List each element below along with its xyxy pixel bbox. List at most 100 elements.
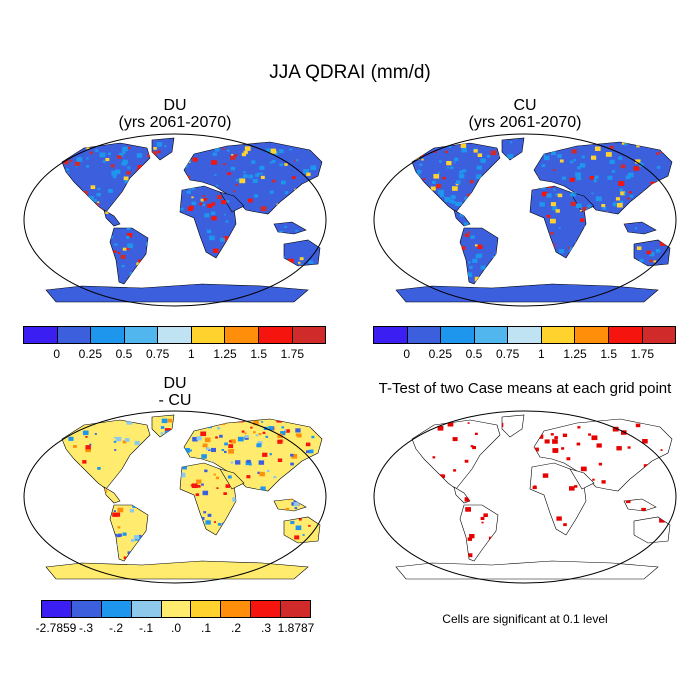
grid-cell bbox=[204, 213, 210, 218]
grid-cell bbox=[533, 485, 537, 488]
grid-cell bbox=[122, 532, 127, 536]
grid-cell bbox=[470, 445, 474, 448]
grid-cell bbox=[305, 442, 311, 447]
grid-cell bbox=[561, 447, 565, 450]
panel-cu-name: CU bbox=[513, 97, 537, 114]
grid-cell bbox=[182, 465, 187, 470]
grid-cell bbox=[569, 486, 575, 491]
grid-cell bbox=[466, 272, 473, 278]
grid-cell bbox=[65, 168, 69, 171]
grid-cell bbox=[293, 502, 299, 507]
continent-arabia bbox=[569, 468, 595, 490]
grid-cell bbox=[136, 168, 139, 171]
grid-cell bbox=[266, 469, 270, 472]
colorbar-diff-swatch bbox=[221, 601, 252, 617]
grid-cell bbox=[596, 443, 602, 448]
grid-cell bbox=[253, 420, 259, 426]
colorbar-du-tick-label: 0.5 bbox=[115, 347, 133, 361]
grid-cell bbox=[113, 510, 116, 512]
continent-africa bbox=[529, 462, 587, 536]
grid-cell bbox=[230, 439, 236, 444]
grid-cell bbox=[593, 179, 597, 183]
grid-cell bbox=[122, 440, 127, 444]
grid-cell bbox=[277, 433, 283, 439]
grid-cell bbox=[579, 163, 586, 168]
grid-cell bbox=[241, 430, 245, 433]
grid-cell bbox=[477, 153, 483, 157]
panel-du-title: DU (yrs 2061-2070) bbox=[25, 97, 325, 131]
grid-cell bbox=[265, 435, 269, 438]
grid-cell bbox=[449, 199, 455, 204]
grid-cell bbox=[76, 157, 83, 162]
grid-cell bbox=[649, 252, 655, 257]
grid-cell bbox=[656, 166, 661, 169]
grid-cell bbox=[562, 433, 568, 437]
grid-cell bbox=[126, 171, 131, 175]
grid-cell bbox=[117, 533, 122, 537]
grid-cell bbox=[115, 436, 122, 442]
grid-cell bbox=[396, 269, 400, 273]
grid-cell bbox=[655, 249, 661, 253]
grid-cell bbox=[453, 469, 457, 472]
grid-cell bbox=[467, 231, 470, 233]
continent-antarctica bbox=[45, 560, 309, 580]
grid-cell bbox=[609, 159, 615, 164]
grid-cell bbox=[46, 436, 48, 441]
grid-cell bbox=[196, 479, 202, 484]
map-diff bbox=[23, 410, 327, 584]
grid-cell bbox=[481, 521, 484, 524]
grid-cell bbox=[490, 150, 497, 156]
grid-cell bbox=[582, 207, 589, 212]
grid-cell bbox=[112, 512, 118, 517]
grid-cell bbox=[69, 159, 73, 162]
grid-cell bbox=[246, 459, 251, 463]
grid-cell bbox=[77, 142, 81, 145]
grid-cell bbox=[251, 160, 256, 164]
grid-cell bbox=[553, 169, 556, 171]
grid-cell bbox=[461, 147, 467, 153]
grid-cell bbox=[124, 179, 130, 184]
grid-cell bbox=[235, 179, 239, 182]
grid-cell bbox=[224, 450, 227, 453]
grid-cell bbox=[591, 435, 598, 441]
grid-cell bbox=[200, 431, 207, 437]
continent-australia bbox=[633, 516, 671, 544]
grid-cell bbox=[258, 433, 262, 436]
grid-cell bbox=[480, 516, 485, 520]
grid-cell bbox=[474, 432, 478, 435]
grid-cell bbox=[127, 166, 131, 170]
significance-note: Cells are significant at 0.1 level bbox=[442, 612, 608, 626]
grid-cell bbox=[244, 436, 249, 440]
grid-cell bbox=[467, 537, 472, 541]
grid-cell bbox=[268, 426, 274, 431]
map-border bbox=[373, 410, 677, 584]
grid-cell bbox=[616, 202, 623, 208]
grid-cell bbox=[250, 426, 253, 429]
grid-cell bbox=[432, 456, 436, 459]
grid-cell bbox=[201, 454, 207, 459]
grid-cell bbox=[211, 216, 217, 221]
grid-cell bbox=[214, 174, 217, 176]
grid-cell bbox=[123, 176, 129, 181]
grid-cell bbox=[226, 149, 230, 152]
grid-cell bbox=[303, 169, 310, 174]
grid-cell bbox=[127, 243, 134, 249]
grid-cell bbox=[544, 155, 550, 161]
grid-cell bbox=[219, 434, 223, 438]
grid-cell bbox=[191, 201, 196, 206]
grid-cell bbox=[213, 521, 216, 523]
grid-cell bbox=[271, 160, 276, 163]
grid-cell bbox=[284, 191, 289, 194]
grid-cell bbox=[127, 551, 131, 554]
map-border bbox=[23, 133, 327, 307]
grid-cell bbox=[607, 175, 613, 180]
grid-cell bbox=[554, 436, 558, 439]
colorbar-du-swatch bbox=[225, 327, 259, 343]
grid-cell bbox=[557, 154, 562, 158]
grid-cell bbox=[308, 420, 315, 425]
grid-cell bbox=[552, 448, 559, 453]
colorbar-du-swatch bbox=[158, 327, 192, 343]
grid-cell bbox=[450, 166, 454, 170]
continent-antarctica bbox=[395, 560, 659, 580]
grid-cell bbox=[253, 431, 256, 434]
